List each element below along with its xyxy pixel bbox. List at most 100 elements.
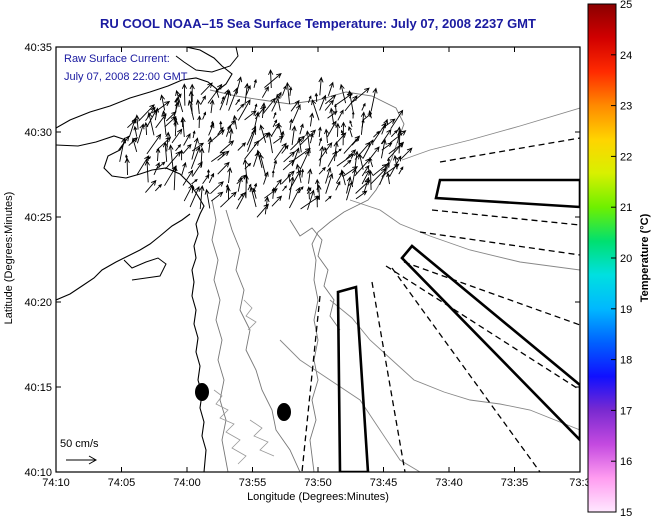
current-arrow (253, 78, 257, 88)
current-arrow (311, 99, 320, 121)
current-arrow (291, 125, 297, 145)
current-arrow (190, 146, 201, 169)
current-arrow (271, 169, 275, 178)
current-arrow (188, 90, 194, 115)
colorbar-tick-label: 16 (620, 456, 632, 468)
scale-arrow-icon (66, 455, 98, 465)
current-arrow (225, 183, 229, 193)
current-arrow (336, 153, 355, 167)
current-arrow (202, 174, 210, 184)
y-tick-label: 40:30 (24, 127, 52, 139)
current-arrow (143, 121, 149, 136)
current-arrow (202, 111, 207, 120)
current-arrow (397, 129, 403, 154)
current-arrow (335, 122, 341, 137)
current-arrow (244, 82, 250, 106)
current-arrow (325, 172, 334, 194)
current-arrow (226, 186, 231, 200)
current-arrow (217, 150, 230, 161)
current-arrow (354, 150, 360, 169)
colorbar-tick-label: 18 (620, 355, 632, 367)
figure-title: RU COOL NOAA–15 Sea Surface Temperature:… (100, 16, 536, 31)
current-arrow (380, 128, 392, 145)
current-arrow (327, 81, 334, 96)
current-arrow (164, 116, 177, 128)
current-arrow (291, 147, 300, 167)
current-arrow (360, 111, 366, 135)
current-arrow (235, 76, 243, 95)
current-arrow (262, 97, 276, 114)
current-arrow (237, 99, 251, 121)
current-arrow (236, 191, 247, 210)
current-arrow (182, 143, 192, 154)
current-arrow (183, 132, 191, 146)
colorbar-label: Temperature (°C) (639, 213, 651, 302)
current-arrow (281, 170, 295, 185)
current-arrow (290, 135, 306, 151)
current-arrow (347, 90, 354, 114)
current-arrow (268, 69, 274, 89)
colorbar-tick-label: 15 (620, 507, 632, 518)
current-arrow (133, 125, 138, 137)
current-arrow (182, 169, 194, 186)
current-arrow (288, 176, 295, 200)
current-arrow (297, 186, 304, 194)
current-arrow (309, 112, 315, 127)
current-arrow (219, 120, 223, 130)
current-arrow (253, 151, 260, 167)
current-arrow (225, 124, 232, 137)
current-arrow (309, 133, 314, 144)
colorbar-tick-label: 17 (620, 405, 632, 417)
current-arrow (324, 195, 332, 202)
current-arrow (343, 159, 352, 168)
current-arrow (210, 181, 224, 195)
current-arrow (220, 95, 225, 104)
current-arrow (153, 161, 160, 175)
current-arrow (333, 141, 339, 162)
x-axis: 74:10 74:05 74:00 73:55 73:50 73:45 73:40 73:35… (42, 47, 591, 489)
current-arrow (189, 185, 200, 208)
y-axis-label: Latitude (Degrees:Minutes) (3, 192, 15, 325)
current-arrow (171, 128, 183, 144)
current-arrow (200, 82, 213, 96)
current-arrow (187, 99, 195, 120)
current-arrow (261, 86, 269, 98)
y-tick-label: 40:25 (24, 212, 52, 224)
current-arrow (379, 161, 390, 185)
current-arrow (211, 191, 224, 202)
current-arrow (207, 136, 213, 153)
current-arrow (337, 109, 344, 121)
current-arrow (354, 157, 371, 177)
x-tick-label: 74:10 (42, 477, 70, 489)
current-arrow (335, 132, 347, 145)
x-tick-label: 73:45 (370, 477, 398, 489)
current-arrow (368, 109, 372, 119)
current-arrow (368, 169, 374, 191)
current-arrow (318, 166, 326, 175)
current-arrow (324, 128, 329, 144)
current-arrow (254, 103, 258, 111)
current-arrow (340, 121, 347, 146)
current-arrow (273, 142, 287, 161)
current-arrow (292, 103, 301, 122)
current-arrow (319, 94, 327, 111)
current-arrow (164, 165, 177, 186)
current-vectors (118, 69, 413, 218)
current-arrow (147, 111, 155, 136)
current-arrow (318, 76, 324, 96)
current-arrow (372, 122, 387, 143)
current-arrow (136, 123, 145, 144)
current-arrow (228, 128, 234, 143)
current-arrow (299, 150, 310, 170)
current-arrow (346, 176, 352, 194)
current-arrow (146, 133, 162, 155)
current-arrow (199, 147, 205, 169)
current-arrow (263, 171, 269, 185)
bay-shore (123, 47, 239, 281)
current-arrow (373, 130, 380, 138)
current-arrow (288, 86, 293, 96)
current-arrow (346, 181, 354, 201)
current-arrow (227, 166, 233, 184)
current-arrow (128, 117, 137, 138)
contour-squiggles (213, 299, 275, 465)
